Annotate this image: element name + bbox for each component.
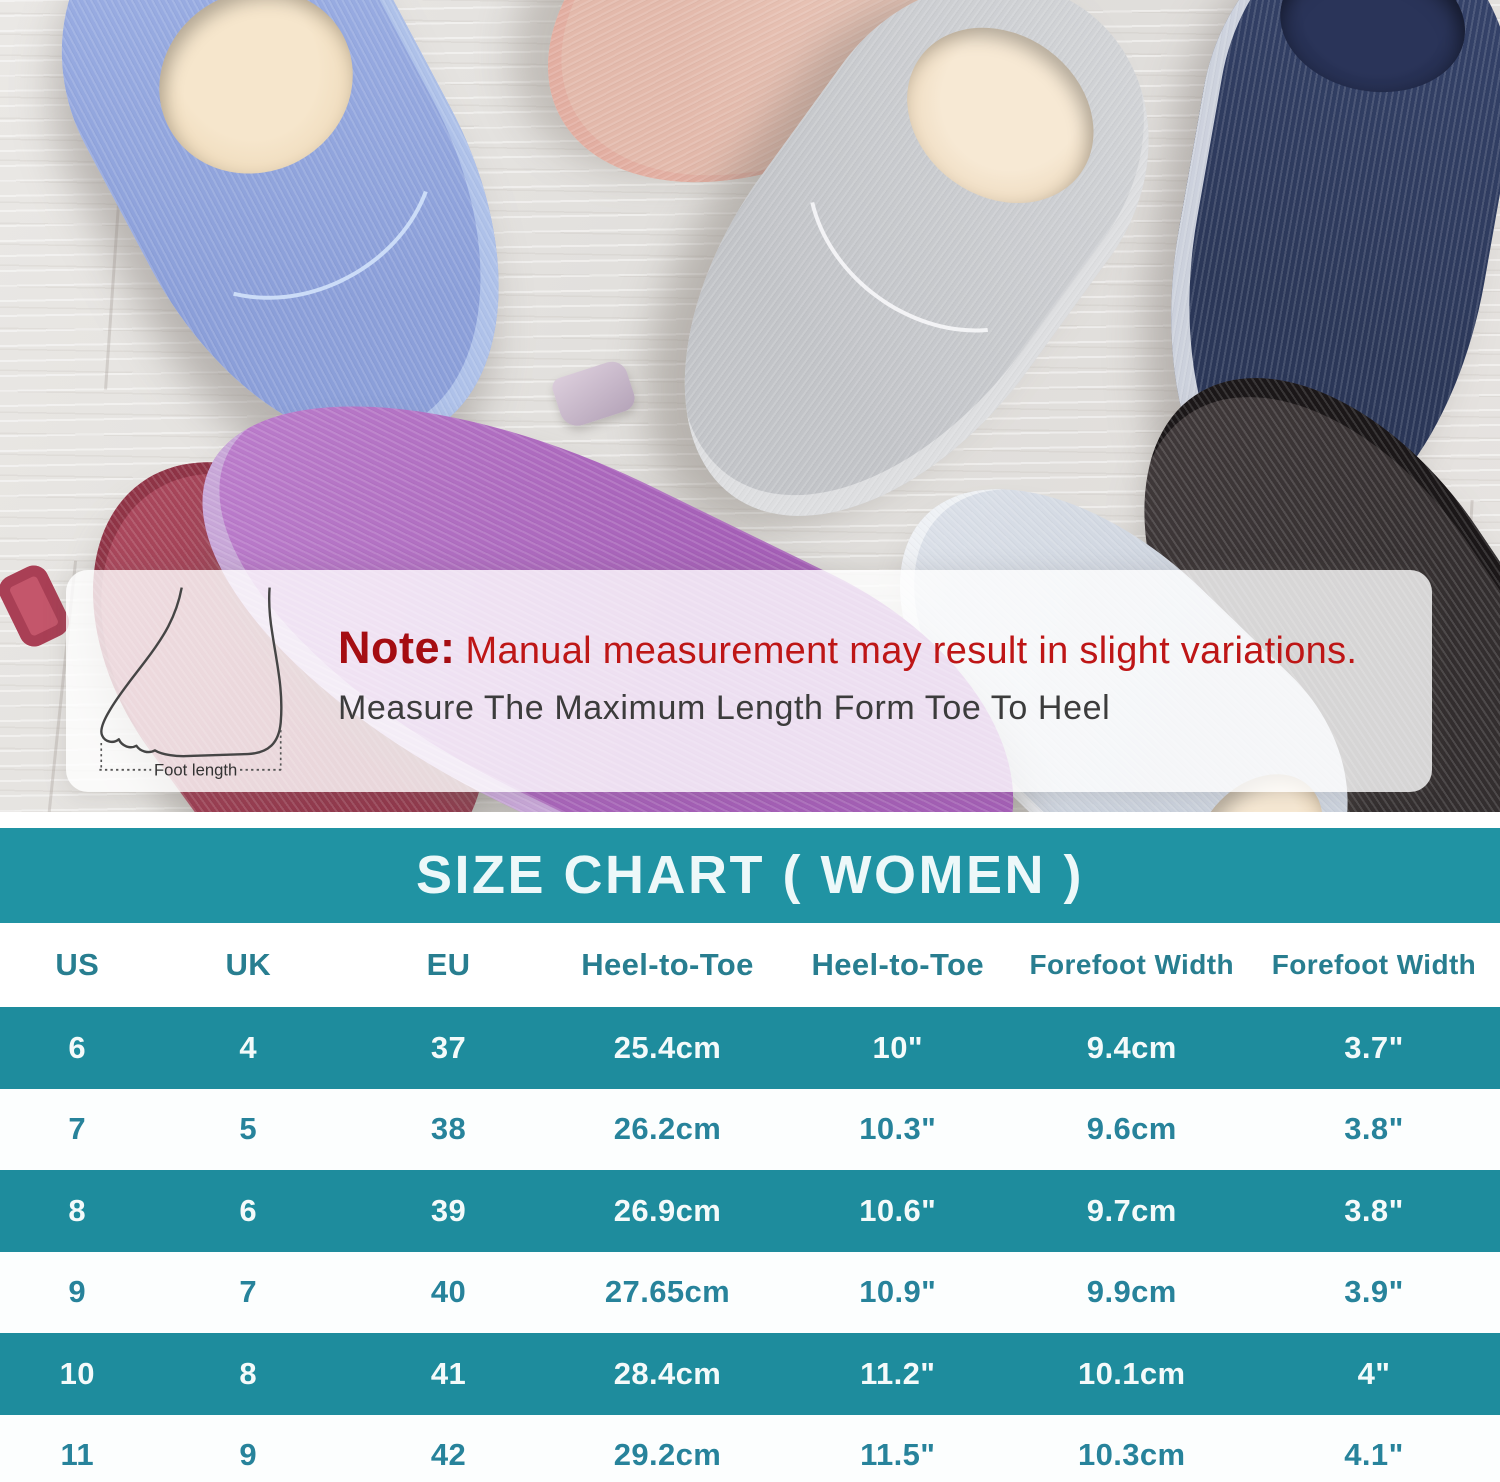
column-header: US	[55, 947, 100, 982]
table-cell: 9	[68, 1274, 87, 1310]
table-cell: 9	[239, 1437, 258, 1473]
column-header: Heel-to-Toe	[581, 947, 754, 982]
table-cell: 11.2"	[860, 1355, 936, 1391]
table-cell: 4.1"	[1344, 1437, 1404, 1473]
column-header: Forefoot Width	[1271, 949, 1477, 980]
table-cell: 40	[430, 1274, 467, 1310]
table-header-row: US UK EU Heel-to-Toe Heel-to-Toe Forefoo…	[0, 923, 1500, 1007]
table-cell: 10.3cm	[1077, 1437, 1186, 1473]
table-cell: 9.7cm	[1086, 1192, 1177, 1228]
wood-floor-photo: Foot length Note: Manual measurement may …	[0, 0, 1500, 812]
note-text-dark: Measure The Maximum Length Form Toe To H…	[338, 689, 1111, 727]
table-cell: 3.7"	[1344, 1029, 1404, 1065]
table-cell: 6	[239, 1192, 258, 1228]
gray-slipper-ribbon-tab	[549, 357, 639, 431]
note-text: Note: Manual measurement may result in sl…	[338, 622, 1357, 728]
table-cell: 39	[430, 1192, 467, 1228]
table-cell: 38	[430, 1111, 467, 1147]
table-cell: 3.8"	[1344, 1111, 1404, 1147]
table-cell: 5	[239, 1111, 258, 1147]
table-cell: 4	[239, 1029, 258, 1065]
table-cell: 42	[430, 1437, 467, 1473]
foot-measure-icon: Foot length	[99, 587, 283, 779]
table-row: 10 8 41 28.4cm 11.2" 10.1cm 4"	[0, 1333, 1500, 1415]
table-cell: 8	[68, 1192, 87, 1228]
table-cell: 10.9"	[859, 1274, 937, 1310]
table-cell: 11	[60, 1437, 95, 1473]
table-cell: 29.2cm	[613, 1437, 722, 1473]
table-cell: 7	[239, 1274, 258, 1310]
size-table: US UK EU Heel-to-Toe Heel-to-Toe Forefoo…	[0, 923, 1500, 1482]
note-text-red: Manual measurement may result in slight …	[465, 630, 1358, 672]
column-header: EU	[426, 947, 471, 982]
column-header: Forefoot Width	[1029, 949, 1234, 980]
table-cell: 11.5"	[860, 1437, 936, 1473]
table-row: 7 5 38 26.2cm 10.3" 9.6cm 3.8"	[0, 1088, 1500, 1170]
table-cell: 9.6cm	[1086, 1111, 1177, 1147]
table-cell: 4"	[1357, 1355, 1391, 1391]
table-cell: 41	[430, 1355, 467, 1391]
table-row: 11 9 42 29.2cm 11.5" 10.3cm 4.1"	[0, 1414, 1500, 1482]
navy-slipper-lining	[1269, 0, 1477, 107]
table-cell: 26.2cm	[613, 1111, 722, 1147]
foot-diagram: Foot length	[92, 582, 314, 780]
note-panel: Foot length Note: Manual measurement may …	[66, 570, 1432, 792]
column-header: Heel-to-Toe	[811, 947, 985, 982]
blue-slipper-piping	[100, 0, 482, 350]
table-row: 8 6 39 26.9cm 10.6" 9.7cm 3.8"	[0, 1170, 1500, 1252]
size-chart-title: SIZE CHART ( WOMEN )	[416, 845, 1084, 905]
table-cell: 10"	[872, 1029, 923, 1065]
column-header: UK	[225, 947, 272, 982]
table-cell: 26.9cm	[613, 1192, 722, 1228]
foot-length-label: Foot length	[154, 760, 237, 779]
table-row: 9 7 40 27.65cm 10.9" 9.9cm 3.9"	[0, 1251, 1500, 1333]
table-cell: 37	[430, 1029, 467, 1065]
table-cell: 7	[68, 1111, 87, 1147]
table-cell: 9.9cm	[1086, 1274, 1177, 1310]
table-row: 6 4 37 25.4cm 10" 9.4cm 3.7"	[0, 1007, 1500, 1089]
table-cell: 28.4cm	[613, 1355, 722, 1391]
table-cell: 10	[59, 1355, 95, 1391]
table-cell: 3.9"	[1344, 1274, 1404, 1310]
note-label: Note:	[338, 622, 456, 673]
table-cell: 8	[239, 1355, 258, 1391]
table-cell: 3.8"	[1344, 1192, 1404, 1228]
table-cell: 9.4cm	[1086, 1029, 1177, 1065]
table-cell: 10.1cm	[1077, 1355, 1186, 1391]
table-cell: 6	[68, 1029, 87, 1065]
table-cell: 10.3"	[859, 1111, 937, 1147]
table-cell: 27.65cm	[604, 1274, 731, 1310]
size-chart-banner: SIZE CHART ( WOMEN )	[0, 828, 1500, 923]
table-cell: 10.6"	[859, 1192, 937, 1228]
table-cell: 25.4cm	[613, 1029, 722, 1065]
